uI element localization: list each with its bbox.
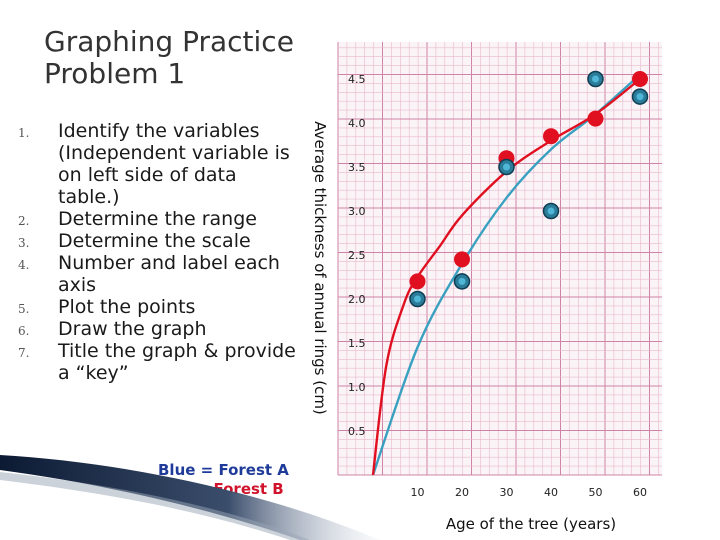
y-tick-label: 4.0 bbox=[348, 117, 366, 130]
y-tick-label: 2.5 bbox=[348, 249, 366, 262]
slide-title: Graphing Practice Problem 1 bbox=[44, 25, 294, 90]
y-tick-label: 1.0 bbox=[348, 381, 366, 394]
step-text: Identify the variables (Independent vari… bbox=[58, 120, 290, 208]
forest-b-point bbox=[409, 273, 426, 290]
step-item: 5. Plot the points bbox=[18, 296, 298, 318]
forest-a-point-highlight bbox=[636, 93, 644, 101]
y-tick-label: 2.0 bbox=[348, 293, 366, 306]
forest-b-point bbox=[454, 251, 470, 268]
step-item: 4. Number and label each axis bbox=[18, 252, 298, 296]
x-tick-label: 40 bbox=[544, 486, 558, 499]
forest-b-curve bbox=[371, 78, 641, 476]
steps-list: 1. Identify the variables (Independent va… bbox=[18, 120, 298, 384]
step-item: 3. Determine the scale bbox=[18, 230, 298, 252]
step-number: 7. bbox=[18, 346, 30, 360]
y-tick-label: 4.5 bbox=[348, 73, 366, 86]
key-forest-a: Blue = Forest A bbox=[158, 461, 289, 479]
step-item: 6. Draw the graph bbox=[18, 318, 298, 340]
decorative-swoosh-shadow bbox=[0, 472, 310, 540]
y-tick-label: 3.0 bbox=[348, 205, 366, 218]
forest-b-point bbox=[632, 71, 648, 87]
forest-a-point-highlight bbox=[458, 277, 466, 285]
forest-b-point bbox=[543, 128, 559, 145]
forest-a-point-highlight bbox=[592, 75, 599, 83]
decorative-swoosh bbox=[0, 455, 380, 540]
step-text: Title the graph & provide a “key” bbox=[58, 340, 296, 384]
step-item: 7. Title the graph & provide a “key” bbox=[18, 340, 298, 384]
forest-a-point-highlight bbox=[547, 207, 555, 215]
step-number: 3. bbox=[18, 236, 30, 250]
forest-a-point-highlight bbox=[414, 295, 421, 303]
forest-b-point bbox=[587, 110, 604, 127]
step-number: 1. bbox=[18, 126, 30, 140]
y-tick-label: 1.5 bbox=[348, 337, 366, 350]
x-tick-label: 30 bbox=[500, 486, 514, 499]
step-text: Number and label each axis bbox=[58, 252, 280, 296]
x-tick-label: 50 bbox=[589, 486, 603, 499]
step-text: Plot the points bbox=[58, 296, 196, 318]
forest-a-point-highlight bbox=[503, 163, 510, 171]
y-tick-label: 3.5 bbox=[348, 161, 366, 174]
x-tick-label: 10 bbox=[411, 486, 425, 499]
x-axis-label: Age of the tree (years) bbox=[446, 515, 616, 533]
plot-background bbox=[338, 42, 662, 475]
x-tick-label: 60 bbox=[633, 486, 647, 499]
step-number: 5. bbox=[18, 302, 30, 316]
y-tick-label: 0.5 bbox=[348, 425, 366, 438]
step-text: Determine the range bbox=[58, 208, 257, 230]
step-number: 6. bbox=[18, 324, 30, 338]
step-number: 2. bbox=[18, 214, 30, 228]
x-tick-label: 20 bbox=[455, 486, 469, 499]
step-item: 1. Identify the variables (Independent va… bbox=[18, 120, 298, 208]
step-text: Draw the graph bbox=[58, 318, 207, 340]
step-text: Determine the scale bbox=[58, 230, 251, 252]
step-item: 2. Determine the range bbox=[18, 208, 298, 230]
step-number: 4. bbox=[18, 258, 30, 272]
y-axis-label: Average thickness of annual rings (cm) bbox=[311, 121, 329, 415]
